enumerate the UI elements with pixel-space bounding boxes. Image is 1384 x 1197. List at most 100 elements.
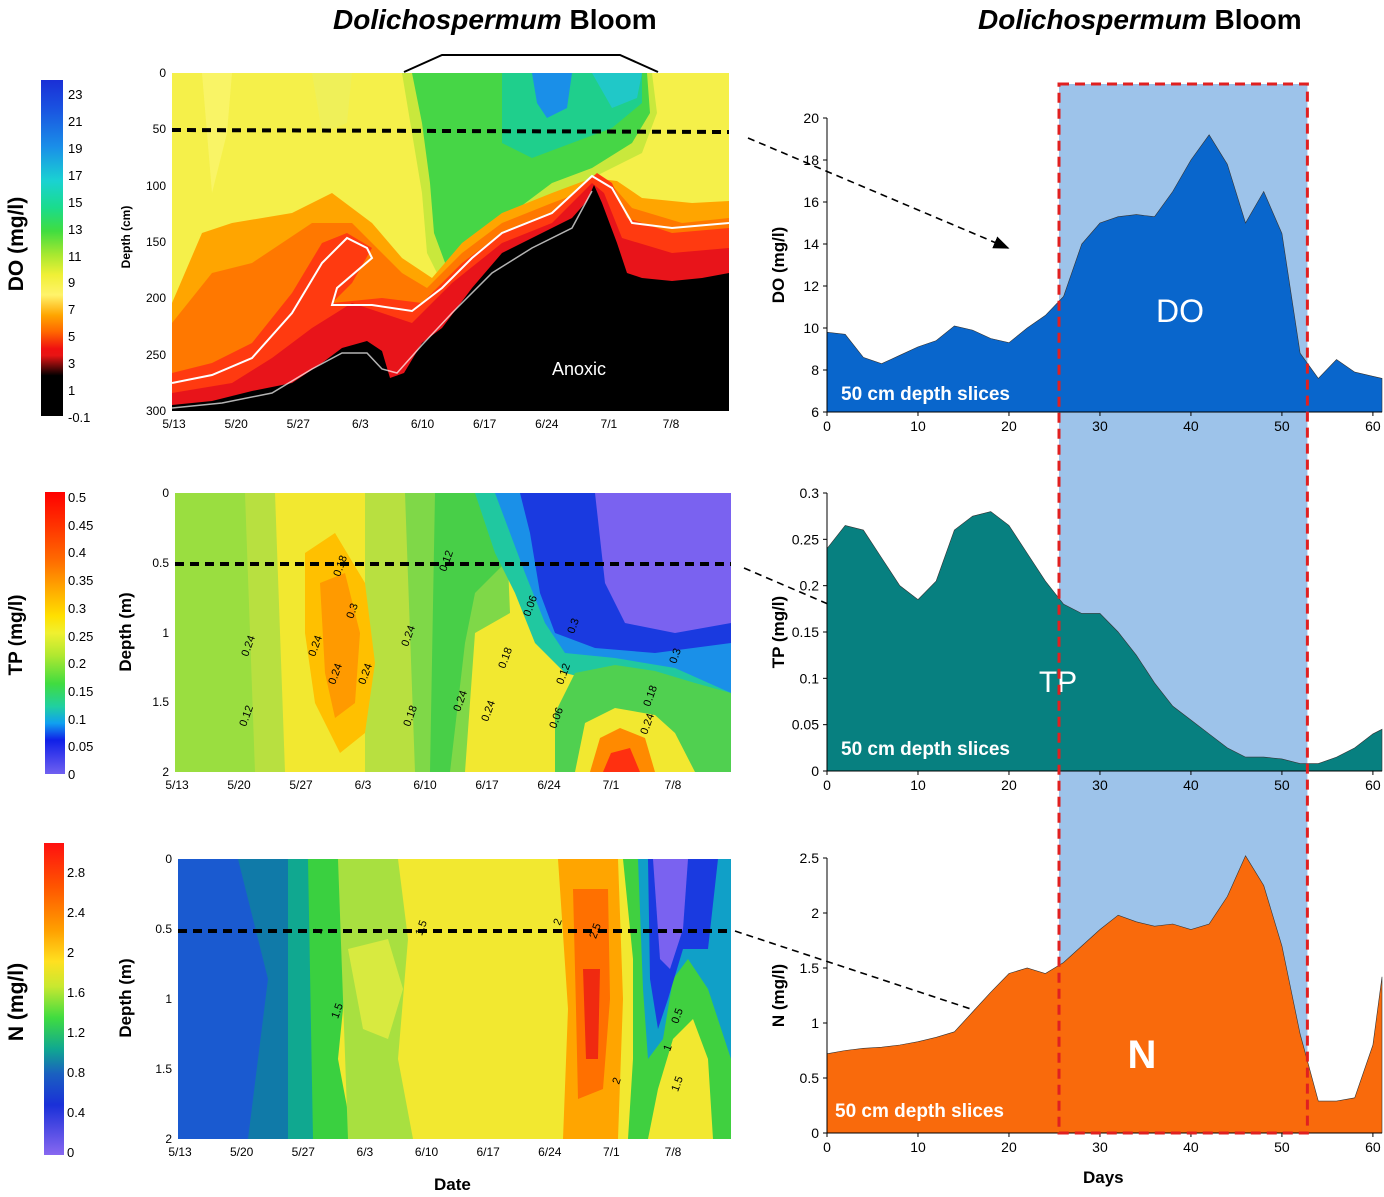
series-n-area xyxy=(826,855,1383,1134)
tp-colorbar xyxy=(45,492,65,774)
tp-colorbar-tick: 0.15 xyxy=(68,683,94,699)
n-colorbar xyxy=(44,843,64,1155)
left-title-species: Dolichospermum xyxy=(333,4,562,35)
tp-heatmap-ytick: 0.5 xyxy=(152,555,169,570)
n-heatmap-ytick: 1.5 xyxy=(155,1062,172,1076)
do-heatmap-xtick: 5/27 xyxy=(286,417,310,431)
tp-heatmap-xtick: 6/17 xyxy=(475,778,499,792)
n-heatmap-xtick: 5/20 xyxy=(229,1145,254,1159)
x-tick-label: 30 xyxy=(1092,1139,1108,1155)
depth-slice-annotation: 50 cm depth slices xyxy=(835,1101,1004,1122)
do-colorbar-tick: 15 xyxy=(68,194,83,210)
x-tick-label: 50 xyxy=(1274,1139,1290,1155)
tp-heatmap-ytick: 2 xyxy=(162,765,169,779)
do-heatmap: Anoxic xyxy=(172,73,729,411)
bloom-bracket xyxy=(403,54,659,73)
n-colorbar-tick: 2.8 xyxy=(67,865,86,880)
x-tick-label: 40 xyxy=(1183,418,1199,434)
do-colorbar-tick: 23 xyxy=(68,87,83,102)
n-colorbar-tick: 2.4 xyxy=(67,905,86,920)
x-tick-label: 50 xyxy=(1274,418,1290,434)
n-heatmap-xtick: 6/10 xyxy=(414,1145,439,1159)
x-tick-label: 30 xyxy=(1092,777,1108,793)
do-heatmap-ytick: 150 xyxy=(145,235,166,249)
left-title-word: Bloom xyxy=(561,4,657,35)
right-column-title: Dolichospermum Bloom xyxy=(978,4,1302,36)
y-tick-label: 0.3 xyxy=(800,485,820,501)
n-colorbar-tick: 0 xyxy=(67,1145,75,1160)
n-heatmap-ytick: 2 xyxy=(165,1132,172,1146)
y-tick-label: 1.5 xyxy=(800,960,820,976)
n-link-arrow xyxy=(734,930,994,1018)
do-colorbar-tick: 9 xyxy=(68,275,76,291)
n-heatmap-xtick: 6/3 xyxy=(356,1145,374,1159)
n-heatmap xyxy=(178,859,731,1139)
x-tick-label: 20 xyxy=(1001,777,1017,793)
y-tick-label: 0 xyxy=(811,763,819,779)
do-colorbar-tick: 13 xyxy=(68,221,83,237)
y-tick-label: 10 xyxy=(803,320,819,336)
n-colorbar-tick: 1.6 xyxy=(67,985,86,1000)
do-heatmap-ytick: 100 xyxy=(145,178,166,193)
n-heatmap-xtick: 6/17 xyxy=(476,1145,500,1159)
y-tick-label: 14 xyxy=(803,236,819,252)
right-title-species: Dolichospermum xyxy=(978,4,1207,35)
do-heatmap-xtick: 5/20 xyxy=(224,417,248,431)
x-tick-label: 10 xyxy=(910,1139,926,1155)
tp-heatmap-xtick: 5/20 xyxy=(227,778,251,792)
y-tick-label: 20 xyxy=(803,110,819,126)
area-chart-ylabel: N (mg/l) xyxy=(769,964,788,1027)
do-colorbar xyxy=(41,80,63,416)
x-tick-label: 40 xyxy=(1183,777,1199,793)
bloom-window-outline xyxy=(1057,82,1309,1135)
do-heatmap-xtick: 7/8 xyxy=(662,417,680,431)
x-tick-label: 30 xyxy=(1092,418,1108,434)
tp-heatmap-ytick: 1 xyxy=(162,625,169,640)
y-tick-label: 0.5 xyxy=(800,1070,820,1086)
y-tick-label: 8 xyxy=(811,362,819,378)
x-tick-label: 50 xyxy=(1274,777,1290,793)
tp-colorbar-tick: 0.5 xyxy=(68,490,87,505)
x-tick-label: 0 xyxy=(823,1139,831,1155)
y-tick-label: 18 xyxy=(803,152,819,168)
depth-slice-annotation: 50 cm depth slices xyxy=(841,739,1010,760)
x-tick-label: 60 xyxy=(1365,777,1381,793)
x-tick-label: 60 xyxy=(1365,418,1381,434)
series-do-area xyxy=(826,134,1383,413)
tp-colorbar-tick: 0 xyxy=(68,767,76,782)
x-tick-label: 20 xyxy=(1001,1139,1017,1155)
do-heatmap-xtick: 6/24 xyxy=(535,417,559,431)
x-tick-label: 60 xyxy=(1365,1139,1381,1155)
tp-heatmap-xtick: 6/10 xyxy=(413,778,437,792)
tp-heatmap-ytick: 1.5 xyxy=(152,695,169,710)
do-colorbar-tick: 19 xyxy=(68,140,83,156)
n-heatmap-xtick: 5/27 xyxy=(291,1145,315,1159)
tp-heatmap-contours xyxy=(175,493,731,772)
series-label: N xyxy=(1128,1033,1157,1077)
n-heatmap-ytick: 1 xyxy=(165,992,172,1006)
date-xlabel: Date xyxy=(434,1175,471,1194)
y-tick-label: 0 xyxy=(811,1125,819,1141)
tp-colorbar-tick: 0.1 xyxy=(68,711,87,727)
tp-colorbar-tick: 0.25 xyxy=(68,628,94,644)
y-tick-label: 12 xyxy=(803,278,819,294)
series-label: DO xyxy=(1156,293,1204,329)
tp-heatmap-xtick: 6/3 xyxy=(354,778,372,792)
do-colorbar-tick: 7 xyxy=(68,302,76,318)
x-tick-label: 20 xyxy=(1001,418,1017,434)
tp-heatmap-xtick: 5/13 xyxy=(165,778,189,792)
do-colorbar-tick: 3 xyxy=(68,356,76,372)
area-chart-ylabel: DO (mg/l) xyxy=(769,227,788,304)
do-heatmap-xtick: 5/13 xyxy=(162,417,186,431)
n-colorbar-tick: 0.8 xyxy=(67,1065,86,1080)
do-heatmap-contours: Anoxic xyxy=(172,73,729,411)
tp-colorbar-tick: 0.4 xyxy=(68,545,87,561)
do-heatmap-xtick: 6/17 xyxy=(472,417,497,431)
tp-colorbar-tick: 0.05 xyxy=(68,739,94,755)
do-heatmap-ytick: 300 xyxy=(145,404,166,418)
y-tick-label: 2 xyxy=(811,905,819,921)
y-tick-label: 16 xyxy=(803,194,819,210)
do-heatmap-ytick: 250 xyxy=(145,347,166,362)
n-heatmap-contours xyxy=(178,859,731,1139)
